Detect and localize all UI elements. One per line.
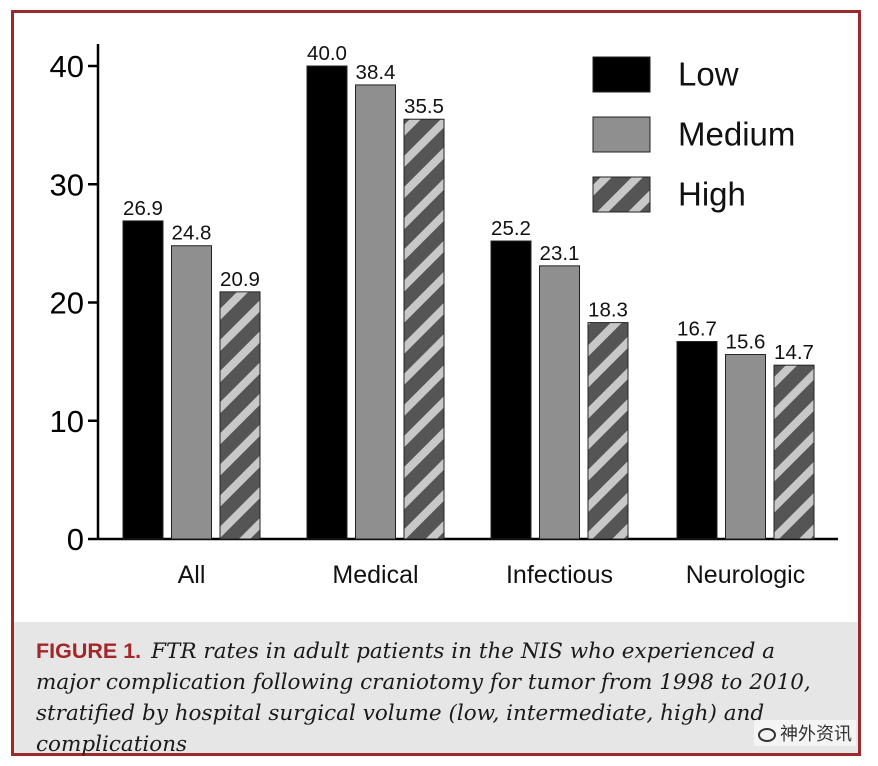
y-tick-label: 30 (50, 167, 84, 202)
bar-value-label: 38.4 (356, 61, 396, 84)
y-tick-label: 20 (50, 286, 84, 321)
bar-high (587, 322, 629, 540)
bar-high (773, 364, 815, 540)
legend-swatch-high (592, 176, 651, 213)
y-tick-label: 10 (50, 404, 84, 439)
bar-low (122, 220, 164, 540)
caption-label: FIGURE 1. (36, 639, 142, 663)
bar-low (676, 341, 718, 540)
bar-value-label: 16.7 (677, 318, 717, 341)
bar-value-label: 20.9 (220, 268, 260, 291)
bar-high (219, 291, 261, 540)
x-category-label: Infectious (506, 561, 613, 589)
watermark-text: 神外资讯 (780, 724, 852, 745)
x-category-label: Medical (332, 561, 418, 589)
legend-label-medium: Medium (678, 116, 795, 153)
bar-value-label: 24.8 (172, 222, 212, 245)
bar-value-label: 25.2 (491, 217, 531, 240)
bar-low (490, 240, 532, 540)
legend: Low Medium High (592, 56, 795, 213)
y-tick-label: 0 (67, 522, 84, 557)
figure-caption: FIGURE 1. FTR rates in adult patients in … (14, 622, 858, 757)
bar-medium (171, 245, 212, 540)
bar-value-label: 18.3 (588, 299, 628, 322)
x-category-label: All (178, 561, 206, 589)
legend-swatch-low (592, 56, 651, 93)
caption-text: FTR rates in adult patients in the NIS w… (36, 639, 811, 757)
bar-medium (725, 354, 766, 540)
y-tick-label: 40 (50, 49, 84, 84)
legend-label-high: High (678, 176, 746, 213)
watermark: 神外资讯 (754, 720, 856, 746)
bar-value-label: 14.7 (774, 341, 814, 364)
bar-value-label: 15.6 (726, 331, 766, 354)
bar-medium (539, 265, 580, 540)
bar-value-label: 26.9 (123, 197, 163, 220)
bar-high (403, 118, 445, 540)
bar-value-label: 35.5 (404, 95, 444, 118)
legend-swatch-medium (592, 116, 651, 153)
bar-low (306, 65, 348, 540)
data-labels: 26.9 24.8 20.9 40.0 38.4 35.5 25.2 23.1 18.3 16.7… (123, 42, 814, 364)
x-category-label: Neurologic (686, 561, 806, 589)
bar-value-label: 23.1 (540, 242, 580, 265)
bar-value-label: 40.0 (307, 42, 347, 65)
bar-medium (355, 84, 396, 540)
wechat-icon (758, 728, 776, 742)
legend-label-low: Low (678, 56, 739, 93)
bars (122, 65, 815, 540)
